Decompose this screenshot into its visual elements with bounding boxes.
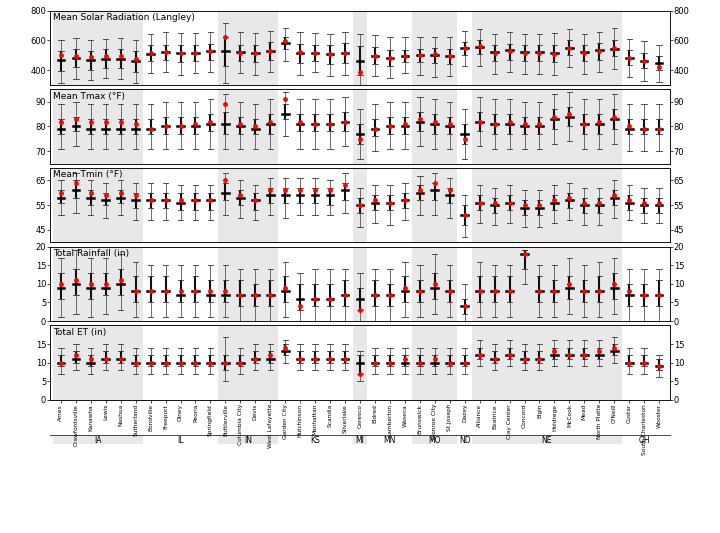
Text: Mean Tmax (°F): Mean Tmax (°F) (53, 92, 125, 101)
Text: OH: OH (639, 435, 650, 445)
Bar (353, 168, 367, 243)
Bar (367, 435, 413, 445)
Bar (218, 11, 278, 85)
Text: KS: KS (310, 435, 320, 445)
Text: IA: IA (94, 435, 102, 445)
Text: IN: IN (244, 435, 252, 445)
Bar (472, 247, 622, 321)
Bar (413, 326, 457, 400)
Bar (413, 11, 457, 85)
Bar (413, 435, 457, 445)
Bar (413, 247, 457, 321)
Text: MI: MI (356, 435, 364, 445)
Bar (53, 326, 143, 400)
Bar (413, 90, 457, 164)
Bar (472, 90, 622, 164)
Bar (622, 435, 667, 445)
Bar (218, 326, 278, 400)
Bar (53, 435, 143, 445)
Text: Mean Solar Radiation (Langley): Mean Solar Radiation (Langley) (53, 13, 195, 22)
Bar (53, 11, 143, 85)
Text: MO: MO (428, 435, 441, 445)
Bar (413, 168, 457, 243)
Bar (278, 435, 353, 445)
Bar (353, 90, 367, 164)
Text: Total Rainfall (in): Total Rainfall (in) (53, 249, 130, 258)
Text: Mean Tmin (°F): Mean Tmin (°F) (53, 171, 123, 179)
Bar (472, 168, 622, 243)
Text: IL: IL (177, 435, 184, 445)
Bar (353, 11, 367, 85)
Bar (472, 11, 622, 85)
Text: MN: MN (384, 435, 396, 445)
Text: Total ET (in): Total ET (in) (53, 328, 107, 337)
Bar (353, 435, 367, 445)
Bar (353, 326, 367, 400)
Text: NE: NE (541, 435, 552, 445)
Bar (218, 435, 278, 445)
Bar (53, 90, 143, 164)
Bar (353, 247, 367, 321)
Bar (472, 435, 622, 445)
Bar (218, 247, 278, 321)
Bar (143, 435, 218, 445)
Bar (457, 435, 472, 445)
Bar (53, 168, 143, 243)
Bar (53, 247, 143, 321)
Text: ND: ND (459, 435, 470, 445)
Bar (218, 168, 278, 243)
Bar (218, 90, 278, 164)
Bar (472, 326, 622, 400)
